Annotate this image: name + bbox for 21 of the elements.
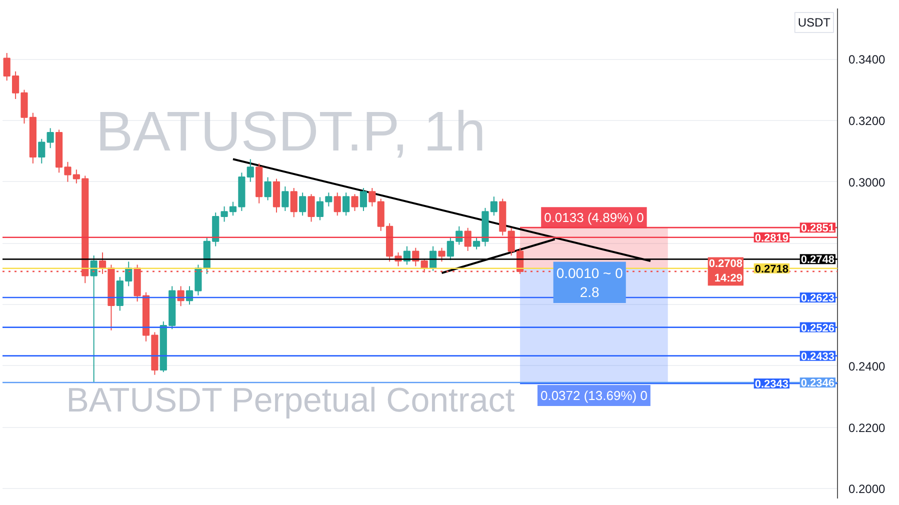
y-tick-label: 0.3000 (848, 175, 886, 190)
band-label: 0.0133 (4.89%) 0 (544, 210, 644, 226)
y-tick-label: 0.3400 (848, 52, 886, 67)
ref-line-label: 0.2819 (754, 232, 789, 244)
ref-line-label: 0.2526 (800, 322, 835, 334)
ref-line-label: 0.2343 (754, 378, 789, 390)
annotation: 0.0010 ~ 0 2.8 (556, 264, 624, 300)
y-tick-label: 0.2400 (848, 359, 886, 374)
ref-line-label: 0.2346 (800, 378, 835, 390)
ref-line-label: 0.2851 (800, 222, 835, 235)
y-tick-label: 0.2000 (848, 482, 886, 496)
ref-line-label: 0.2623 (800, 292, 835, 305)
ref-line-label: 0.2433 (800, 350, 835, 363)
text: BATUSDT Perpetual Contract (66, 382, 516, 420)
ref-line-label: 0.2718 (754, 263, 789, 276)
y-tick-label: 0.3200 (848, 114, 886, 128)
y-axis-title: USDT (798, 16, 832, 30)
band-label: 0.0372 (13.69%) 0 (540, 388, 648, 403)
ref-line-label: 0.2748 (800, 254, 835, 266)
ref-line-label: 0.2708 14:29 (708, 258, 743, 285)
y-tick-label: 0.2200 (848, 420, 886, 435)
